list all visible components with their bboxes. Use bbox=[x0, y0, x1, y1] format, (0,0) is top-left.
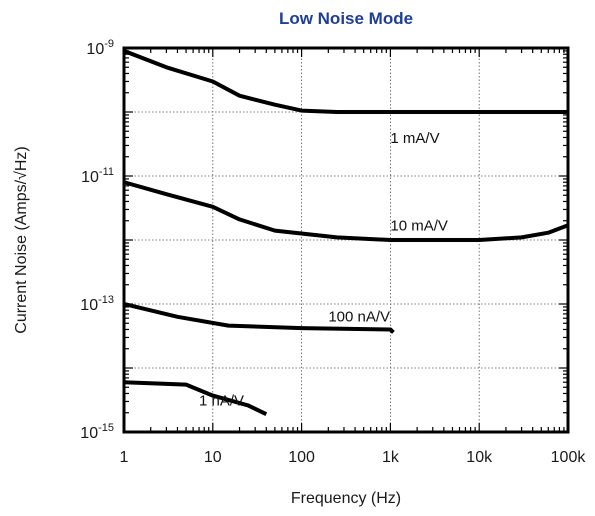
x-tick-label: 100 bbox=[288, 449, 315, 466]
series-lines bbox=[124, 51, 568, 414]
y-tick-label: 10-11 bbox=[81, 166, 114, 186]
y-axis-label: Current Noise (Amps/√Hz) bbox=[13, 146, 30, 333]
series-line bbox=[124, 51, 568, 112]
chart-title: Low Noise Mode bbox=[279, 9, 413, 28]
y-tick-label: 10-9 bbox=[86, 38, 114, 58]
series-label: 100 nA/V bbox=[328, 309, 390, 326]
x-tick-labels: 1 10 100 1k 10k 100k bbox=[120, 449, 587, 466]
series-line bbox=[124, 182, 568, 240]
series-label: 1 nA/V bbox=[199, 392, 244, 409]
series-label: 1 mA/V bbox=[390, 130, 439, 147]
x-tick-label: 100k bbox=[551, 449, 587, 466]
x-tick-label: 1k bbox=[382, 449, 400, 466]
x-tick-label: 1 bbox=[120, 449, 129, 466]
x-tick-label: 10k bbox=[466, 449, 493, 466]
y-tick-labels: 10-9 10-11 10-13 10-15 bbox=[80, 38, 114, 442]
series-line bbox=[124, 382, 266, 414]
y-tick-label: 10-15 bbox=[80, 422, 114, 442]
y-tick-label: 10-13 bbox=[80, 294, 114, 314]
x-axis-label: Frequency (Hz) bbox=[291, 490, 401, 507]
series-label: 10 mA/V bbox=[390, 218, 448, 235]
x-tick-label: 10 bbox=[204, 449, 222, 466]
series-labels: 1 mA/V 10 mA/V 100 nA/V 1 nA/V bbox=[199, 130, 448, 410]
